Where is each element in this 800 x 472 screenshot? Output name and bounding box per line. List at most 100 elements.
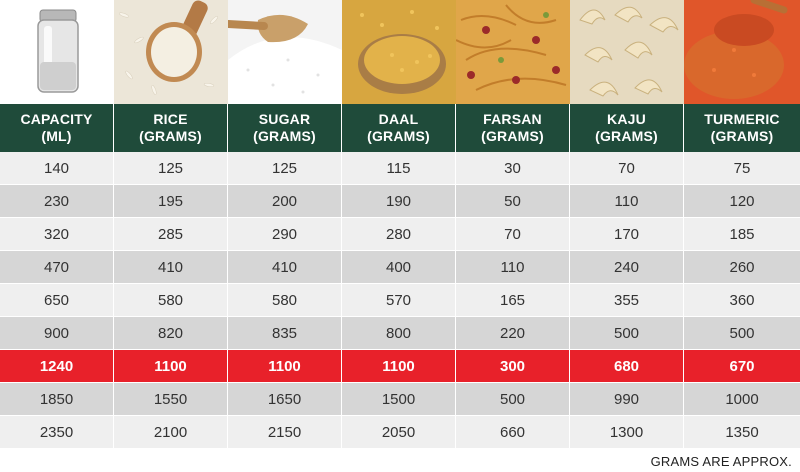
table-cell: 410 xyxy=(228,251,342,283)
header-unit: (ML) xyxy=(41,128,72,144)
column-header-capacity: CAPACITY (ML) xyxy=(0,104,114,152)
table-cell: 2050 xyxy=(342,416,456,448)
table-cell: 140 xyxy=(0,152,114,184)
sugar-image xyxy=(228,0,342,104)
table-cell: 400 xyxy=(342,251,456,283)
jar-image xyxy=(0,0,114,104)
header-title: KAJU xyxy=(607,111,646,127)
table-cell: 1240 xyxy=(0,350,114,382)
table-cell: 110 xyxy=(456,251,570,283)
table-cell: 1650 xyxy=(228,383,342,415)
table-cell: 1100 xyxy=(342,350,456,382)
table-cell: 165 xyxy=(456,284,570,316)
table-cell: 410 xyxy=(114,251,228,283)
table-cell: 800 xyxy=(342,317,456,349)
table-cell: 2150 xyxy=(228,416,342,448)
table-cell: 70 xyxy=(456,218,570,250)
table-row: 900 820 835 800 220 500 500 xyxy=(0,317,800,350)
table-cell: 285 xyxy=(114,218,228,250)
table-cell: 300 xyxy=(456,350,570,382)
table-row: 650 580 580 570 165 355 360 xyxy=(0,284,800,317)
table-row: 230 195 200 190 50 110 120 xyxy=(0,185,800,218)
turmeric-image xyxy=(684,0,800,104)
table-cell: 70 xyxy=(570,152,684,184)
table-cell: 240 xyxy=(570,251,684,283)
table-cell: 75 xyxy=(733,159,751,177)
header-unit: (GRAMS) xyxy=(481,128,544,144)
header-unit: (GRAMS) xyxy=(710,128,774,144)
kaju-image xyxy=(570,0,684,104)
table-cell: 650 xyxy=(0,284,114,316)
column-header-daal: DAAL (GRAMS) xyxy=(342,104,456,152)
table-cell: 125 xyxy=(228,152,342,184)
table-cell: 260 xyxy=(729,258,755,276)
product-photo-strip xyxy=(0,0,800,104)
header-title: RICE xyxy=(153,111,188,127)
table-cell: 2100 xyxy=(114,416,228,448)
table-cell: 900 xyxy=(0,317,114,349)
farsan-image xyxy=(456,0,570,104)
table-cell: 120 xyxy=(729,192,755,210)
column-header-sugar: SUGAR (GRAMS) xyxy=(228,104,342,152)
header-title: CAPACITY xyxy=(20,111,93,127)
table-row: 470 410 410 400 110 240 260 xyxy=(0,251,800,284)
table-cell: 660 xyxy=(456,416,570,448)
table-cell: 50 xyxy=(456,185,570,217)
header-unit: (GRAMS) xyxy=(253,128,316,144)
table-cell: 230 xyxy=(0,185,114,217)
table-cell: 1100 xyxy=(114,350,228,382)
rice-image xyxy=(114,0,228,104)
header-unit: (GRAMS) xyxy=(595,128,658,144)
table-body: 140 125 125 115 30 70 75 230 195 200 190 50 110 120 32… xyxy=(0,152,800,449)
table-cell: 680 xyxy=(570,350,684,382)
table-cell: 1850 xyxy=(0,383,114,415)
header-title: TURMERIC xyxy=(704,111,780,127)
table-cell: 110 xyxy=(570,185,684,217)
table-cell: 355 xyxy=(570,284,684,316)
table-cell: 360 xyxy=(729,291,755,309)
table-cell: 190 xyxy=(342,185,456,217)
table-row: 140 125 125 115 30 70 75 xyxy=(0,152,800,185)
table-cell: 500 xyxy=(729,324,755,342)
table-cell: 570 xyxy=(342,284,456,316)
header-title: FARSAN xyxy=(483,111,542,127)
table-cell: 990 xyxy=(570,383,684,415)
table-cell: 1550 xyxy=(114,383,228,415)
table-cell: 2350 xyxy=(0,416,114,448)
table-cell: 125 xyxy=(114,152,228,184)
table-cell: 670 xyxy=(729,357,755,375)
table-cell: 280 xyxy=(342,218,456,250)
table-cell: 30 xyxy=(456,152,570,184)
table-cell: 835 xyxy=(228,317,342,349)
column-header-farsan: FARSAN (GRAMS) xyxy=(456,104,570,152)
table-cell: 170 xyxy=(570,218,684,250)
table-header: CAPACITY (ML) RICE (GRAMS) SUGAR (GRAMS)… xyxy=(0,104,800,152)
table-cell: 290 xyxy=(228,218,342,250)
header-unit: (GRAMS) xyxy=(139,128,202,144)
table-cell: 200 xyxy=(228,185,342,217)
table-row-highlighted: 1240 1100 1100 1100 300 680 670 xyxy=(0,350,800,383)
table-cell: 1350 xyxy=(725,423,759,441)
column-header-kaju: KAJU (GRAMS) xyxy=(570,104,684,152)
header-unit: (GRAMS) xyxy=(367,128,430,144)
table-row: 1850 1550 1650 1500 500 990 1000 xyxy=(0,383,800,416)
table-cell: 220 xyxy=(456,317,570,349)
column-header-turmeric: TURMERIC (GRAMS) xyxy=(684,104,800,152)
table-cell: 1500 xyxy=(342,383,456,415)
approximation-note: GRAMS ARE APPROX. xyxy=(650,454,792,469)
daal-image xyxy=(342,0,456,104)
table-cell: 1100 xyxy=(228,350,342,382)
table-cell: 500 xyxy=(456,383,570,415)
table-cell: 580 xyxy=(114,284,228,316)
table-cell: 195 xyxy=(114,185,228,217)
table-cell: 580 xyxy=(228,284,342,316)
table-cell: 500 xyxy=(570,317,684,349)
table-row: 2350 2100 2150 2050 660 1300 1350 xyxy=(0,416,800,449)
table-row: 320 285 290 280 70 170 185 xyxy=(0,218,800,251)
column-header-rice: RICE (GRAMS) xyxy=(114,104,228,152)
header-title: SUGAR xyxy=(258,111,311,127)
table-cell: 1300 xyxy=(570,416,684,448)
table-cell: 320 xyxy=(0,218,114,250)
table-cell: 470 xyxy=(0,251,114,283)
table-cell: 820 xyxy=(114,317,228,349)
